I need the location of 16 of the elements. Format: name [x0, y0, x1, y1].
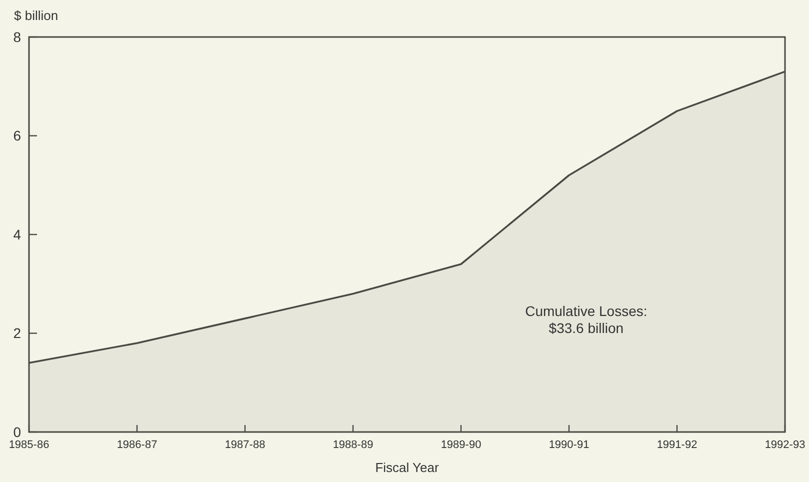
x-tick-label: 1990-91	[548, 439, 590, 451]
x-tick-label: 1985-86	[8, 439, 50, 451]
y-axis-title: $ billion	[14, 8, 58, 23]
y-tick-label: 4	[13, 226, 22, 242]
x-tick-label: 1989-90	[440, 439, 482, 451]
x-tick-label: 1987-88	[224, 439, 266, 451]
x-tick-label: 1991-92	[656, 439, 698, 451]
y-tick-label: 6	[13, 128, 22, 144]
y-tick-label: 2	[13, 325, 22, 342]
x-tick-label: 1986-87	[116, 439, 158, 451]
x-axis-title: Fiscal Year	[375, 460, 440, 475]
x-tick-label: 1992-93	[764, 439, 806, 451]
annotation: Cumulative Losses: $33.6 billion	[525, 302, 648, 336]
y-tick-label: 8	[13, 28, 22, 45]
x-tick-label: 1988-89	[332, 439, 374, 451]
y-tick-label: 0	[13, 424, 22, 440]
